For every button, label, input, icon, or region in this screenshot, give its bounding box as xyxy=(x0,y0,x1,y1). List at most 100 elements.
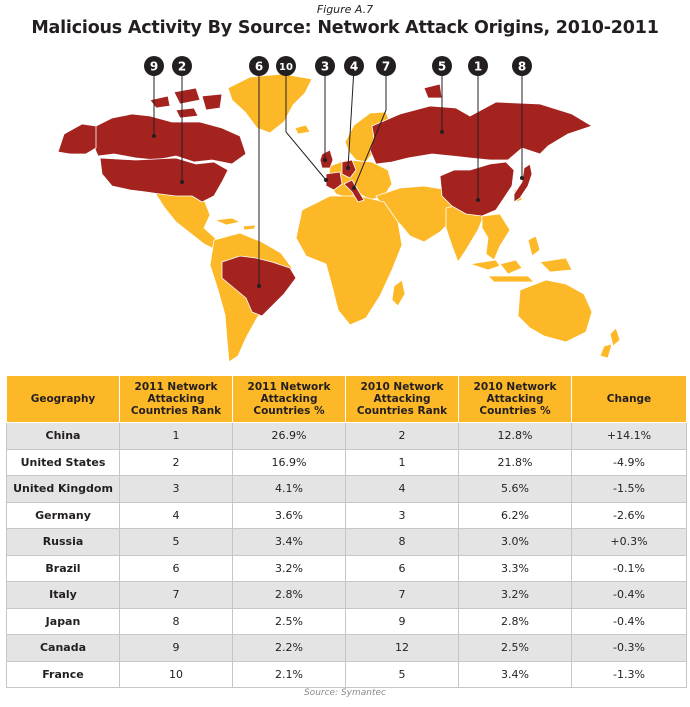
table-cell: 2.8% xyxy=(232,581,346,609)
column-header: 2010 Network Attacking Countries % xyxy=(458,375,572,423)
world-map: 9 2 6 10 3 4 7 5 xyxy=(57,56,621,363)
map-marker: 4 xyxy=(344,56,364,76)
table-cell: 3 xyxy=(119,475,233,503)
column-header: 2011 Network Attacking Countries Rank xyxy=(119,375,233,423)
map-marker: 3 xyxy=(315,56,335,76)
marker-label: 4 xyxy=(350,60,358,74)
marker-label: 9 xyxy=(150,60,158,74)
china-region xyxy=(439,161,515,217)
table-row: Italy 7 2.8% 7 3.2% -0.4% xyxy=(6,581,687,609)
geography-cell: Russia xyxy=(6,528,120,556)
table-cell: 4.1% xyxy=(232,475,346,503)
united-states-region xyxy=(99,157,229,203)
table-cell: -1.5% xyxy=(571,475,687,503)
table-cell: 5 xyxy=(119,528,233,556)
column-header: 2011 Network Attacking Countries % xyxy=(232,375,346,423)
map-marker: 9 xyxy=(144,56,164,76)
table-cell: 7 xyxy=(119,581,233,609)
table-row: Germany 4 3.6% 3 6.2% -2.6% xyxy=(6,501,687,529)
table-cell: 6.2% xyxy=(458,501,572,529)
marker-label: 2 xyxy=(178,60,186,74)
geography-cell: Germany xyxy=(6,501,120,529)
table-cell: -0.4% xyxy=(571,607,687,635)
table-cell: 21.8% xyxy=(458,448,572,476)
france-region xyxy=(325,171,343,191)
table-cell: +14.1% xyxy=(571,422,687,450)
table-cell: 10 xyxy=(119,660,233,688)
geography-cell: United Kingdom xyxy=(6,475,120,503)
table-cell: +0.3% xyxy=(571,528,687,556)
table-cell: 5.6% xyxy=(458,475,572,503)
table-cell: -4.9% xyxy=(571,448,687,476)
geography-cell: China xyxy=(6,422,120,450)
marker-label: 3 xyxy=(321,60,329,74)
marker-label: 10 xyxy=(279,62,293,73)
map-marker: 1 xyxy=(468,56,488,76)
table-cell: 4 xyxy=(345,475,459,503)
table-cell: 3.4% xyxy=(458,660,572,688)
table-cell: -2.6% xyxy=(571,501,687,529)
table-cell: -0.3% xyxy=(571,634,687,662)
marker-label: 1 xyxy=(474,60,482,74)
southeast-asia-region xyxy=(481,213,511,261)
geography-cell: Japan xyxy=(6,607,120,635)
table-cell: 12.8% xyxy=(458,422,572,450)
geography-cell: Canada xyxy=(6,634,120,662)
map-marker: 7 xyxy=(376,56,396,76)
table-cell: 3 xyxy=(345,501,459,529)
map-marker: 2 xyxy=(172,56,192,76)
table-cell: 3.2% xyxy=(232,554,346,582)
map-marker: 8 xyxy=(512,56,532,76)
table-cell: 8 xyxy=(119,607,233,635)
geography-cell: France xyxy=(6,660,120,688)
table-cell: 26.9% xyxy=(232,422,346,450)
table-row: China 1 26.9% 2 12.8% +14.1% xyxy=(6,422,687,450)
table-cell: 9 xyxy=(345,607,459,635)
table-row: Japan 8 2.5% 9 2.8% -0.4% xyxy=(6,607,687,635)
canada-region xyxy=(91,113,247,165)
map-marker: 5 xyxy=(432,56,452,76)
figure-label: Figure A.7 xyxy=(316,3,374,16)
table-cell: 12 xyxy=(345,634,459,662)
russia-region xyxy=(369,101,593,165)
marker-label: 8 xyxy=(518,60,526,74)
table-cell: -0.4% xyxy=(571,581,687,609)
table-cell: 5 xyxy=(345,660,459,688)
table-cell: -0.1% xyxy=(571,554,687,582)
table-cell: -1.3% xyxy=(571,660,687,688)
table-cell: 3.4% xyxy=(232,528,346,556)
table-row: United States 2 16.9% 1 21.8% -4.9% xyxy=(6,448,687,476)
column-header: Geography xyxy=(6,375,120,423)
table-cell: 1 xyxy=(345,448,459,476)
table-header-row: Geography 2011 Network Attacking Countri… xyxy=(6,375,687,423)
geography-cell: Brazil xyxy=(6,554,120,582)
table-cell: 2.1% xyxy=(232,660,346,688)
page-title: Malicious Activity By Source: Network At… xyxy=(31,18,659,38)
table-cell: 1 xyxy=(119,422,233,450)
table-cell: 2 xyxy=(119,448,233,476)
marker-label: 5 xyxy=(438,60,446,74)
table-cell: 2.8% xyxy=(458,607,572,635)
table-row: Russia 5 3.4% 8 3.0% +0.3% xyxy=(6,528,687,556)
table-cell: 2.2% xyxy=(232,634,346,662)
column-header: Change xyxy=(571,375,687,423)
table-cell: 4 xyxy=(119,501,233,529)
table-cell: 16.9% xyxy=(232,448,346,476)
table-row: Canada 9 2.2% 12 2.5% -0.3% xyxy=(6,634,687,662)
italy-region xyxy=(343,179,365,203)
australia-region xyxy=(517,279,593,343)
table-cell: 2.5% xyxy=(232,607,346,635)
table-cell: 8 xyxy=(345,528,459,556)
geography-cell: Italy xyxy=(6,581,120,609)
japan-region xyxy=(513,163,533,203)
source-note: Source: Symantec xyxy=(303,688,387,698)
table-row: France 10 2.1% 5 3.4% -1.3% xyxy=(6,660,687,688)
table-cell: 6 xyxy=(119,554,233,582)
map-marker: 10 xyxy=(276,56,296,76)
table-cell: 3.6% xyxy=(232,501,346,529)
network-attack-table: Geography 2011 Network Attacking Countri… xyxy=(6,375,687,688)
table-row: Brazil 6 3.2% 6 3.3% -0.1% xyxy=(6,554,687,582)
marker-label: 7 xyxy=(382,60,390,74)
table-cell: 3.3% xyxy=(458,554,572,582)
table-cell: 2.5% xyxy=(458,634,572,662)
